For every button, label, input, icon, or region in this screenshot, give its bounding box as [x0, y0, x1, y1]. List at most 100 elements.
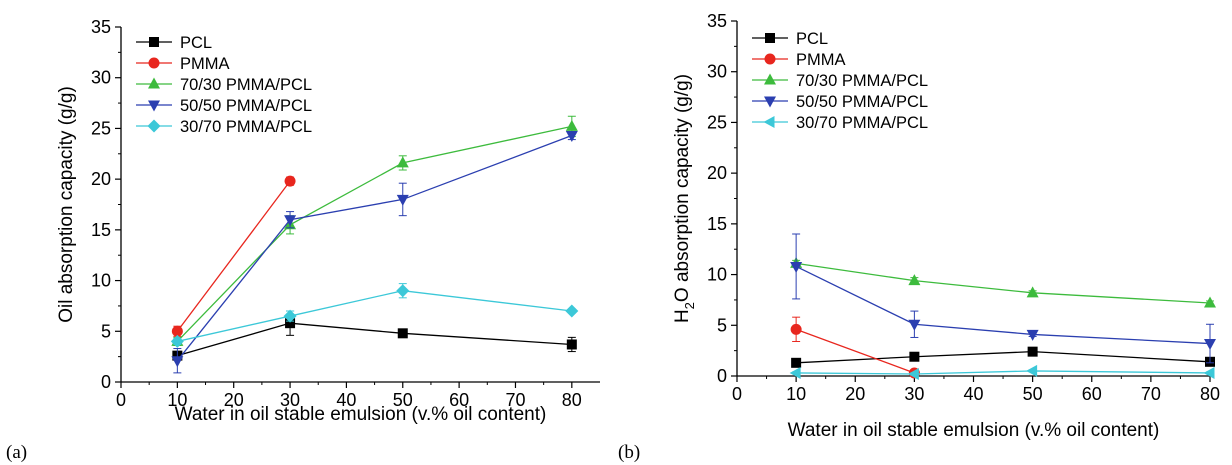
- x-tick-label: 80: [562, 390, 582, 410]
- data-point: [790, 323, 802, 335]
- panel-label-a: (a): [6, 442, 27, 463]
- y-axis-label: Oil absorption capacity (g/g): [56, 86, 77, 323]
- series-line: [796, 262, 1211, 304]
- legend-label: PMMA: [796, 51, 846, 69]
- y-tick-label: 35: [91, 17, 111, 37]
- data-point: [1026, 364, 1038, 377]
- y-tick-label: 15: [707, 214, 727, 234]
- y-tick-label: 20: [707, 163, 727, 183]
- x-tick-label: 20: [845, 384, 865, 404]
- chart-panel-b: 0 10 20 30 40 50 60 70 80 0 5 10 15 20 25 30 35 Water in …: [672, 11, 1220, 441]
- data-point: [908, 319, 921, 331]
- series-pcl: [172, 310, 577, 361]
- series-pmma: [171, 175, 296, 337]
- data-point: [908, 274, 921, 286]
- data-point: [397, 328, 408, 339]
- y-tick-label: 5: [717, 315, 727, 335]
- x-tick-label: 40: [336, 390, 356, 410]
- series-line: [795, 328, 915, 374]
- data-point: [396, 284, 410, 298]
- data-point: [907, 367, 919, 380]
- legend-marker: [148, 57, 160, 69]
- y-tick-label: 30: [91, 68, 111, 88]
- y-axis-label: H2O absorption capacity (g/g): [672, 74, 697, 323]
- data-point: [1026, 329, 1039, 341]
- x-tick-label: 20: [224, 390, 244, 410]
- y-tick-label: 15: [91, 220, 111, 240]
- x-tick-label: 70: [1141, 384, 1161, 404]
- x-tick-label: 40: [963, 384, 983, 404]
- x-tick-label: 50: [1023, 384, 1043, 404]
- y-tick-label: 0: [101, 372, 111, 392]
- series-line: [795, 265, 1211, 345]
- series-70-30-pmma-pcl: [171, 115, 578, 346]
- legend-label: 30/70 PMMA/PCL: [180, 118, 312, 136]
- data-point: [283, 309, 297, 323]
- legend-marker: [148, 100, 160, 112]
- legend-marker: [147, 119, 161, 133]
- legend-marker: [764, 96, 776, 108]
- series-line: [176, 180, 291, 332]
- data-point: [565, 304, 579, 318]
- legend-marker: [148, 77, 160, 89]
- series-line: [796, 351, 1211, 364]
- data-point: [565, 119, 578, 131]
- data-point: [284, 215, 297, 227]
- data-point: [171, 325, 183, 337]
- y-tick-label: 25: [91, 118, 111, 138]
- series-pmma: [790, 316, 920, 379]
- legend-marker: [765, 33, 775, 43]
- legend-marker: [764, 53, 776, 65]
- series-30-70-pmma-pcl: [789, 364, 1215, 380]
- legend: PCL PMMA 70/30 PMMA/PCL 50/50 PMMA/PCL 30/70…: [752, 30, 928, 132]
- y-tick-label: 5: [101, 321, 111, 341]
- data-point: [790, 261, 803, 273]
- x-tick-label: 0: [732, 384, 742, 404]
- legend-label: 70/30 PMMA/PCL: [180, 76, 312, 94]
- x-tick-label: 60: [449, 390, 469, 410]
- y-tick-label: 20: [91, 169, 111, 189]
- data-point: [170, 334, 184, 348]
- series-line: [176, 125, 572, 342]
- x-tick-label: 80: [1200, 384, 1220, 404]
- y-tick-label: 10: [707, 265, 727, 285]
- x-tick-label: 10: [786, 384, 806, 404]
- series-50-50-pmma-pcl: [790, 233, 1216, 364]
- data-point: [566, 339, 577, 350]
- data-point: [396, 194, 409, 206]
- series-line: [796, 370, 1211, 375]
- series-line: [177, 322, 572, 357]
- chart-panel-a: 0 10 20 30 40 50 60 70 80 0 5 10 15 20 25 30 35 Water in …: [56, 17, 600, 425]
- x-axis-label: Water in oil stable emulsion (v.% oil co…: [788, 420, 1160, 441]
- legend-label: PMMA: [180, 55, 230, 73]
- series-line: [176, 134, 573, 362]
- series-70-30-pmma-pcl: [790, 256, 1216, 308]
- x-tick-label: 50: [393, 390, 413, 410]
- data-point: [1203, 366, 1215, 379]
- legend-label: 50/50 PMMA/PCL: [180, 97, 312, 115]
- y-tick-label: 35: [707, 11, 727, 31]
- x-tick-label: 30: [280, 390, 300, 410]
- data-point: [791, 357, 802, 368]
- legend-label: 30/70 PMMA/PCL: [796, 114, 928, 132]
- legend-label: PCL: [180, 34, 212, 52]
- x-tick-label: 60: [1082, 384, 1102, 404]
- x-tick-label: 10: [167, 390, 187, 410]
- data-point: [285, 318, 296, 329]
- data-point: [1204, 339, 1216, 351]
- legend-marker: [764, 73, 776, 85]
- data-point: [284, 175, 296, 187]
- panel-label-b: (b): [618, 442, 640, 463]
- data-point: [789, 366, 801, 379]
- x-axis-label: Water in oil stable emulsion (v.% oil co…: [175, 404, 547, 425]
- series-pcl: [791, 346, 1215, 368]
- x-tick-label: 0: [116, 390, 126, 410]
- data-point: [1027, 346, 1038, 357]
- y-tick-label: 0: [717, 366, 727, 386]
- x-tick-label: 70: [505, 390, 525, 410]
- y-tick-label: 25: [707, 112, 727, 132]
- y-tick-label: 30: [707, 62, 727, 82]
- y-tick-label: 10: [91, 271, 111, 291]
- legend-label: 70/30 PMMA/PCL: [796, 72, 928, 90]
- x-tick-label: 30: [904, 384, 924, 404]
